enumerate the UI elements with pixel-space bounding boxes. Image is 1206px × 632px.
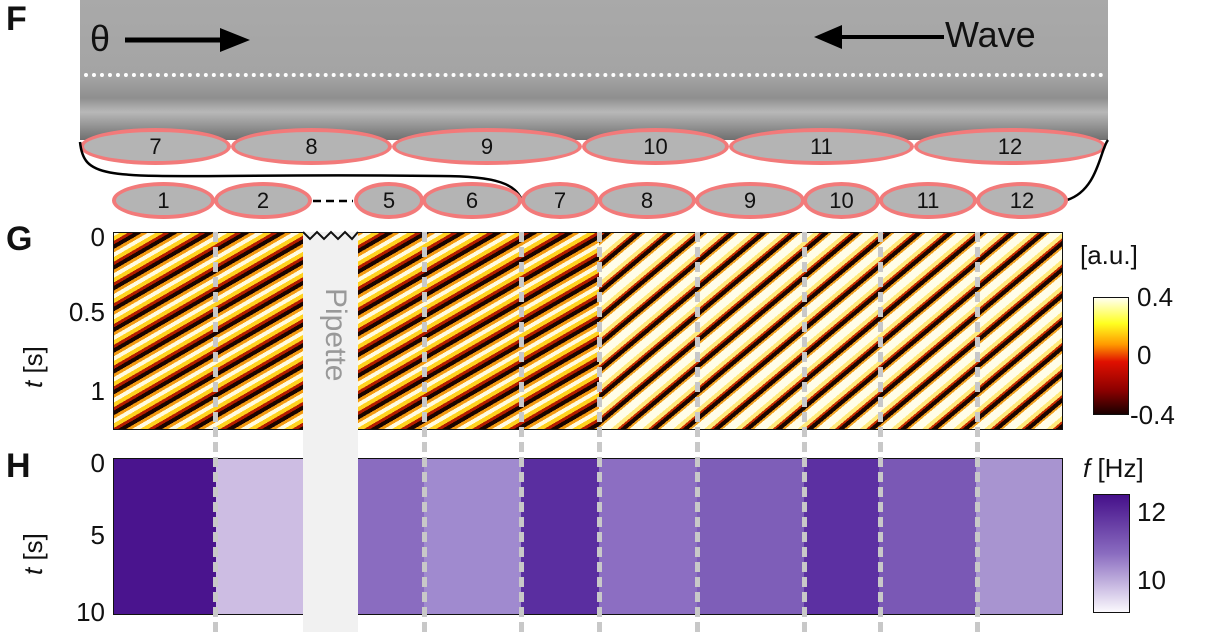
dotted-line <box>84 73 1104 77</box>
frequency-heatmap <box>113 458 1063 615</box>
pipette-gap <box>303 232 358 632</box>
theta-label: θ <box>90 18 111 59</box>
g-ylabel: t [s] <box>18 346 49 388</box>
h-colorbar-var: f <box>1083 453 1091 483</box>
connector-curves <box>78 139 1110 203</box>
microscopy-image <box>80 0 1108 140</box>
h-colorbar-title: f [Hz] <box>1083 453 1144 484</box>
cell-boundary-line <box>597 232 602 632</box>
cell-bottom: 2 <box>214 182 312 219</box>
h-colorbar-tick: 12 <box>1137 497 1166 527</box>
cell-boundary-line <box>213 232 218 632</box>
g-ytick: 0 <box>90 222 105 252</box>
h-ylabel-var: t <box>18 567 48 575</box>
cell-top: 8 <box>231 128 392 165</box>
wave-label: Wave <box>945 14 1036 55</box>
cell-top: 12 <box>914 128 1106 165</box>
h-colorbar-unit: [Hz] <box>1090 453 1144 483</box>
cell-top: 11 <box>729 128 914 165</box>
panel-label-f: F <box>6 0 27 38</box>
cell-boundary-line <box>695 232 700 632</box>
cell-boundary-line <box>422 232 427 632</box>
g-ytick: 0.5 <box>68 297 105 327</box>
cell-bottom: 11 <box>879 182 977 219</box>
panel-label-h: H <box>6 447 31 485</box>
h-ylabel: t [s] <box>18 533 49 575</box>
cell-bottom: 9 <box>695 182 805 219</box>
pipette-label: Pipette <box>319 288 352 382</box>
wave-arrow-icon <box>814 25 944 49</box>
cell-bottom: 10 <box>803 182 880 219</box>
h-ytick: 10 <box>76 597 105 627</box>
cell-bottom: 7 <box>521 182 599 219</box>
cell-boundary-line <box>519 232 524 632</box>
kymograph-heatmap-right <box>599 233 1062 429</box>
cell-bottom: 12 <box>976 182 1068 219</box>
g-ylabel-var: t <box>18 380 48 388</box>
cell-top: 9 <box>392 128 582 165</box>
h-ylabel-unit: [s] <box>18 533 48 568</box>
h-ytick: 5 <box>90 520 105 550</box>
cell-bottom: 6 <box>422 182 522 219</box>
g-colorbar-tick: -0.4 <box>1130 400 1175 430</box>
theta-arrow-icon <box>125 28 250 52</box>
g-ytick: 1 <box>90 376 105 406</box>
g-colorbar-title: [a.u.] <box>1080 240 1138 270</box>
cell-top: 7 <box>80 128 231 165</box>
cell-boundary-line <box>975 232 980 632</box>
g-colorbar <box>1093 297 1129 415</box>
h-colorbar <box>1093 494 1130 613</box>
panel-label-g: G <box>6 220 33 258</box>
g-ylabel-unit: [s] <box>18 346 48 381</box>
zigzag-break-icon <box>303 230 358 241</box>
cell-boundary-line <box>802 232 807 632</box>
g-colorbar-tick: 0 <box>1137 340 1152 370</box>
cell-boundary-line <box>878 232 883 632</box>
cell-top: 10 <box>582 128 729 165</box>
g-colorbar-tick: 0.4 <box>1137 282 1174 312</box>
cell-bottom: 1 <box>112 182 215 219</box>
h-ytick: 0 <box>90 448 105 478</box>
cell-bottom: 5 <box>354 182 424 219</box>
h-colorbar-tick: 10 <box>1137 565 1166 595</box>
cell-bottom: 8 <box>598 182 696 219</box>
